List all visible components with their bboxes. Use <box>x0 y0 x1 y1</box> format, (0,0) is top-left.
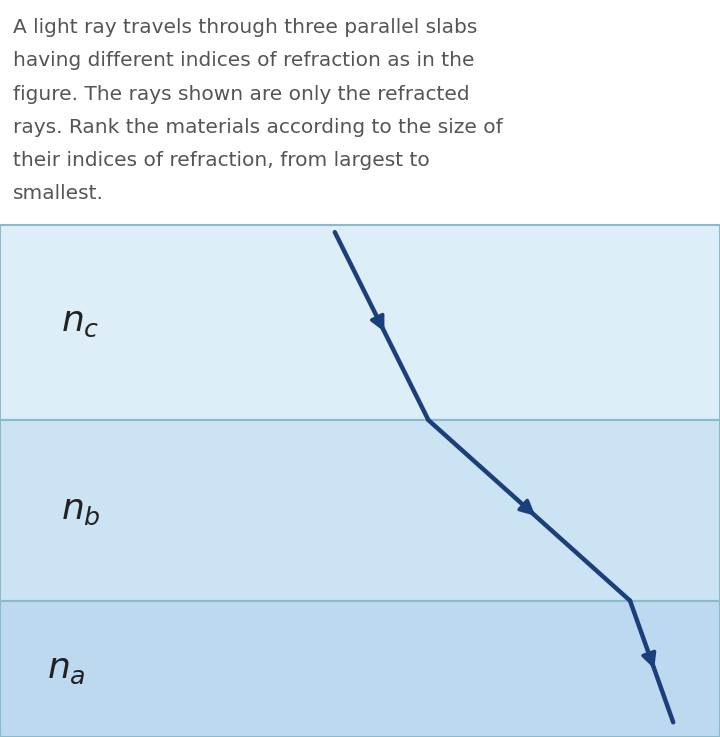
Text: A light ray travels through three parallel slabs: A light ray travels through three parall… <box>13 18 477 38</box>
Text: $n_b$: $n_b$ <box>61 493 101 528</box>
Text: $n_a$: $n_a$ <box>47 652 86 686</box>
Text: rays. Rank the materials according to the size of: rays. Rank the materials according to th… <box>13 118 503 136</box>
Text: smallest.: smallest. <box>13 184 104 203</box>
Text: having different indices of refraction as in the: having different indices of refraction a… <box>13 52 474 71</box>
Text: their indices of refraction, from largest to: their indices of refraction, from larges… <box>13 150 430 170</box>
Bar <box>0 225 720 420</box>
Bar <box>0 601 720 737</box>
Text: figure. The rays shown are only the refracted: figure. The rays shown are only the refr… <box>13 85 469 103</box>
Text: $n_c$: $n_c$ <box>61 305 99 340</box>
Bar <box>0 420 720 601</box>
Bar <box>0 0 720 225</box>
